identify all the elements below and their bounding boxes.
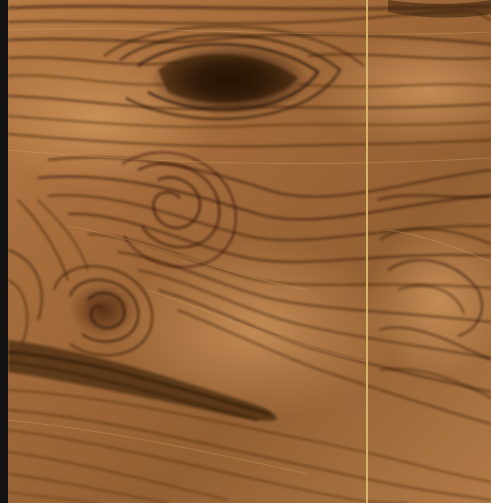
wood-grain-drawing — [8, 0, 491, 503]
wood-surface — [8, 0, 491, 503]
board-seam-line — [366, 0, 368, 503]
left-edge-bar — [0, 0, 8, 503]
